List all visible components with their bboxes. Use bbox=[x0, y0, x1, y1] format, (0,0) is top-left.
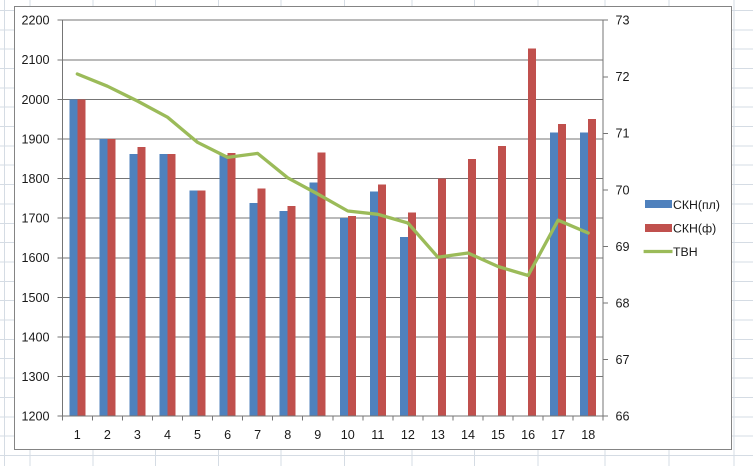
svg-text:2100: 2100 bbox=[21, 53, 49, 67]
svg-text:СКН(ф): СКН(ф) bbox=[673, 222, 716, 236]
svg-text:ТВН: ТВН bbox=[673, 245, 698, 259]
svg-text:16: 16 bbox=[521, 428, 535, 442]
svg-text:10: 10 bbox=[341, 428, 355, 442]
svg-text:68: 68 bbox=[616, 297, 630, 311]
svg-text:3: 3 bbox=[134, 428, 141, 442]
svg-text:2200: 2200 bbox=[21, 14, 49, 28]
svg-text:9: 9 bbox=[314, 428, 321, 442]
svg-text:2: 2 bbox=[104, 428, 111, 442]
svg-text:17: 17 bbox=[551, 428, 565, 442]
svg-text:1700: 1700 bbox=[21, 212, 49, 226]
svg-text:14: 14 bbox=[461, 428, 475, 442]
svg-text:1: 1 bbox=[74, 428, 81, 442]
svg-text:11: 11 bbox=[371, 428, 384, 442]
svg-text:1600: 1600 bbox=[21, 251, 49, 265]
svg-text:1400: 1400 bbox=[21, 330, 49, 344]
svg-text:15: 15 bbox=[491, 428, 505, 442]
svg-text:1300: 1300 bbox=[21, 370, 49, 384]
svg-text:2000: 2000 bbox=[21, 93, 49, 107]
svg-text:1200: 1200 bbox=[21, 410, 49, 424]
svg-text:5: 5 bbox=[194, 428, 201, 442]
svg-text:1800: 1800 bbox=[21, 172, 49, 186]
svg-text:12: 12 bbox=[401, 428, 415, 442]
svg-text:1900: 1900 bbox=[21, 132, 49, 146]
svg-text:70: 70 bbox=[616, 183, 630, 197]
svg-text:66: 66 bbox=[616, 410, 630, 424]
svg-text:67: 67 bbox=[616, 353, 630, 367]
svg-text:1500: 1500 bbox=[21, 291, 49, 305]
svg-text:4: 4 bbox=[164, 428, 171, 442]
svg-text:18: 18 bbox=[581, 428, 595, 442]
svg-text:СКН(пл): СКН(пл) bbox=[673, 198, 720, 212]
svg-text:71: 71 bbox=[616, 127, 630, 141]
svg-text:6: 6 bbox=[224, 428, 231, 442]
svg-text:72: 72 bbox=[616, 70, 630, 84]
svg-text:7: 7 bbox=[254, 428, 261, 442]
svg-text:73: 73 bbox=[616, 14, 630, 28]
svg-text:8: 8 bbox=[284, 428, 291, 442]
svg-text:69: 69 bbox=[616, 240, 630, 254]
svg-text:13: 13 bbox=[431, 428, 445, 442]
